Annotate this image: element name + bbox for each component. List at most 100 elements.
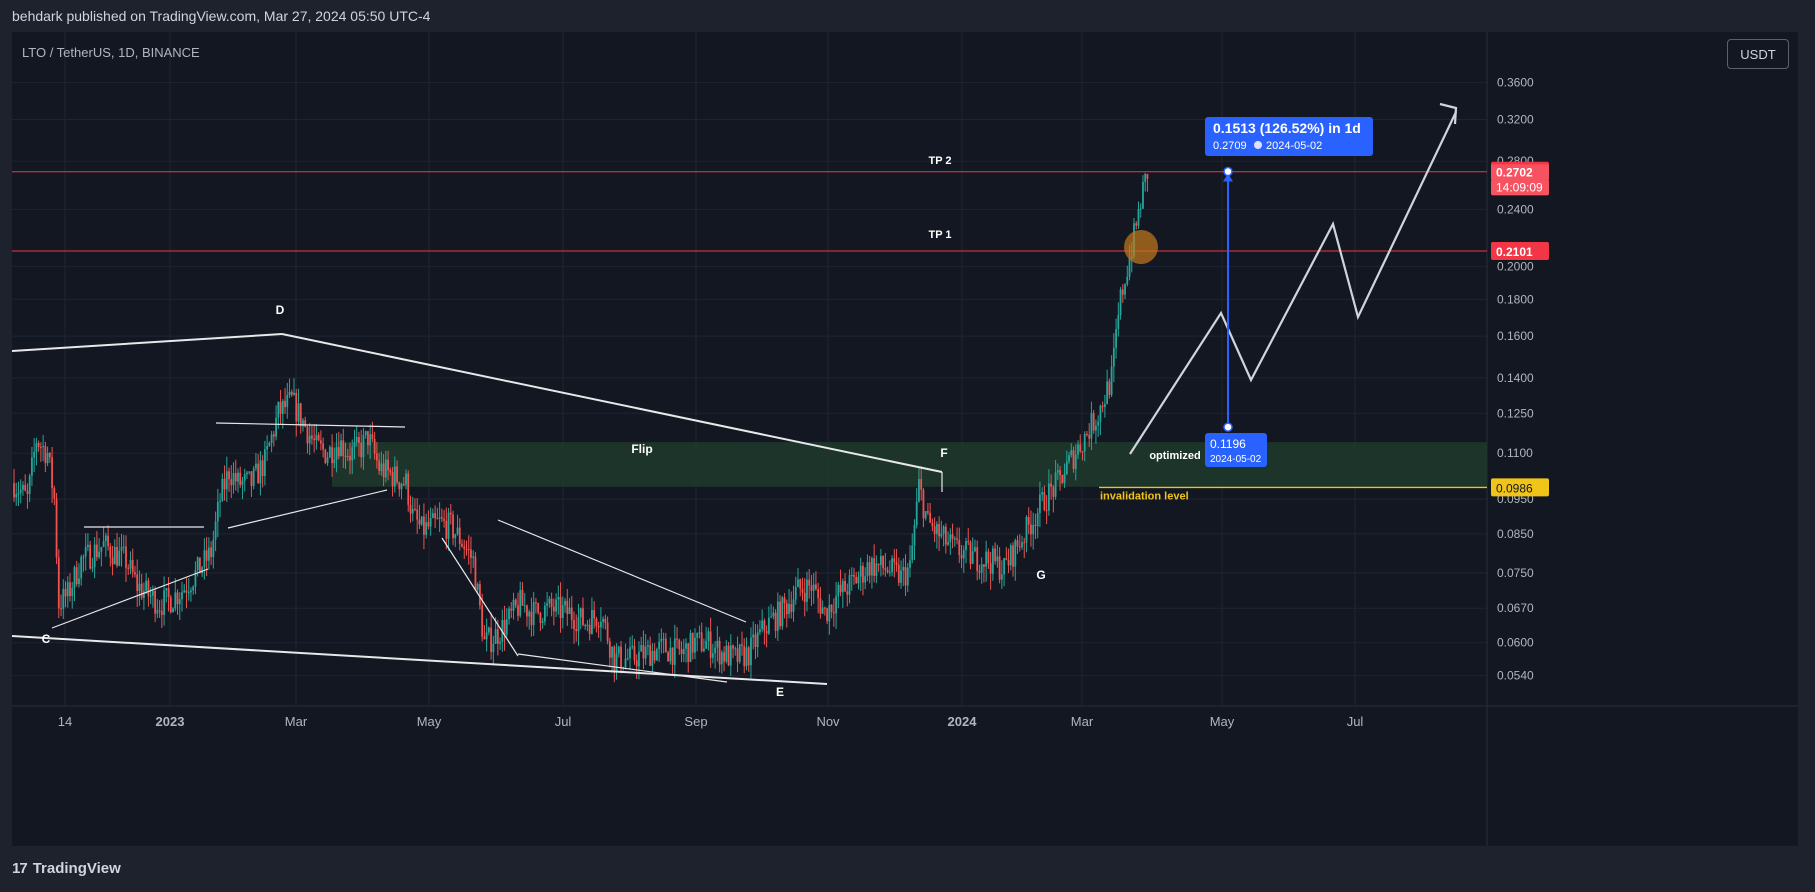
candle-body xyxy=(530,611,533,626)
price-chart[interactable]: 0.36000.32000.28000.24000.20000.18000.16… xyxy=(12,32,1798,846)
candle-body xyxy=(434,513,437,519)
falling-bottom-line xyxy=(517,653,728,683)
candle-body xyxy=(1144,174,1147,182)
measure-start-point[interactable] xyxy=(1223,422,1233,432)
candle-body xyxy=(638,651,640,667)
pattern-point-g: G xyxy=(1036,568,1045,582)
candle-body xyxy=(210,547,213,558)
candle-body xyxy=(747,647,750,666)
candle-body xyxy=(974,547,976,552)
candle-body xyxy=(779,601,781,627)
candle-body xyxy=(750,637,752,666)
candle-body xyxy=(765,631,768,634)
candle-body xyxy=(709,631,712,658)
y-tick-label: 0.1250 xyxy=(1497,406,1534,420)
x-tick-label: Jul xyxy=(555,714,572,729)
candle-body xyxy=(485,632,488,640)
candle-body xyxy=(667,652,669,662)
candle-body xyxy=(237,472,239,482)
candle-body xyxy=(971,551,974,564)
candle-body xyxy=(1003,558,1005,575)
candle-body xyxy=(1110,366,1113,395)
price-tag-label: 0.0986 xyxy=(1496,481,1533,495)
candle-body xyxy=(447,512,450,539)
candle-body xyxy=(593,610,596,619)
candle-body xyxy=(266,446,269,450)
candle-body xyxy=(888,572,891,574)
x-tick-label: Nov xyxy=(816,714,840,729)
x-tick-label: May xyxy=(1210,714,1235,729)
candle-body xyxy=(933,526,936,534)
y-tick-label: 0.0750 xyxy=(1497,566,1534,580)
candle-body xyxy=(380,463,383,472)
candle-body xyxy=(342,440,345,456)
candle-body xyxy=(364,431,367,436)
candle-body xyxy=(1012,545,1014,567)
candle-body xyxy=(1065,461,1068,475)
candle-body xyxy=(69,582,71,596)
candle-body xyxy=(57,557,60,609)
candle-body xyxy=(682,648,685,655)
candle-body xyxy=(149,595,152,597)
candle-body xyxy=(100,546,103,552)
candle-body xyxy=(841,580,844,593)
candle-body xyxy=(205,550,208,561)
candle-body xyxy=(1095,425,1097,431)
price-tag-bg xyxy=(1491,478,1549,497)
candle-body xyxy=(125,546,127,568)
candle-body xyxy=(257,463,260,484)
x-tick-label: Mar xyxy=(1071,714,1094,729)
candle-body xyxy=(543,605,546,622)
candle-body xyxy=(613,646,616,671)
candle-body xyxy=(116,546,118,566)
candle-body xyxy=(808,579,811,586)
tradingview-brand[interactable]: 17 TradingView xyxy=(12,860,121,877)
candle-body xyxy=(37,442,40,447)
candle-body xyxy=(134,572,136,575)
candle-body xyxy=(1045,510,1048,512)
candle-body xyxy=(938,523,941,537)
measure-end-point[interactable] xyxy=(1223,166,1233,177)
price-tag-bg xyxy=(1491,179,1549,196)
candle-body xyxy=(499,641,501,644)
candle-body xyxy=(1146,174,1149,179)
candle-body xyxy=(871,558,873,576)
candle-body xyxy=(53,488,56,499)
candle-body xyxy=(647,645,649,647)
y-tick-label: 0.2000 xyxy=(1497,259,1534,273)
candle-body xyxy=(606,622,609,642)
candle-body xyxy=(924,511,927,519)
candle-body xyxy=(687,643,690,662)
candle-body xyxy=(367,431,369,446)
y-tick-label: 0.2400 xyxy=(1497,202,1534,216)
candle-body xyxy=(194,570,197,587)
candle-body xyxy=(420,516,423,525)
price-tag-bg xyxy=(1491,241,1549,260)
candle-body xyxy=(857,576,860,584)
candle-body xyxy=(427,522,430,527)
range-top-line xyxy=(215,422,406,428)
currency-button[interactable]: USDT xyxy=(1727,39,1789,69)
candle-body xyxy=(158,610,161,612)
y-tick-label: 0.1600 xyxy=(1497,329,1534,343)
candle-body xyxy=(685,643,687,649)
candle-body xyxy=(882,555,885,568)
candle-body xyxy=(496,629,499,644)
candle-body xyxy=(382,463,385,478)
candle-body xyxy=(546,603,549,606)
candle-body xyxy=(1070,450,1073,456)
candle-body xyxy=(1063,474,1066,483)
candle-body xyxy=(859,565,862,577)
candle-body xyxy=(960,554,963,559)
candle-body xyxy=(349,456,351,461)
candle-body xyxy=(1117,315,1120,330)
y-tick-label: 0.3600 xyxy=(1497,76,1534,90)
candle-body xyxy=(1054,472,1057,497)
candle-body xyxy=(326,457,329,463)
chart-area[interactable]: 0.3600 0.3200 0.2800 0.2400 0.2000 0.1800 0.16… xyxy=(12,32,1798,846)
candle-body xyxy=(743,646,746,667)
price-tag-label: 0.2702 xyxy=(1496,165,1533,179)
candle-body xyxy=(776,601,779,631)
candle-body xyxy=(658,641,661,650)
tp1-label: TP 1 xyxy=(928,229,951,241)
